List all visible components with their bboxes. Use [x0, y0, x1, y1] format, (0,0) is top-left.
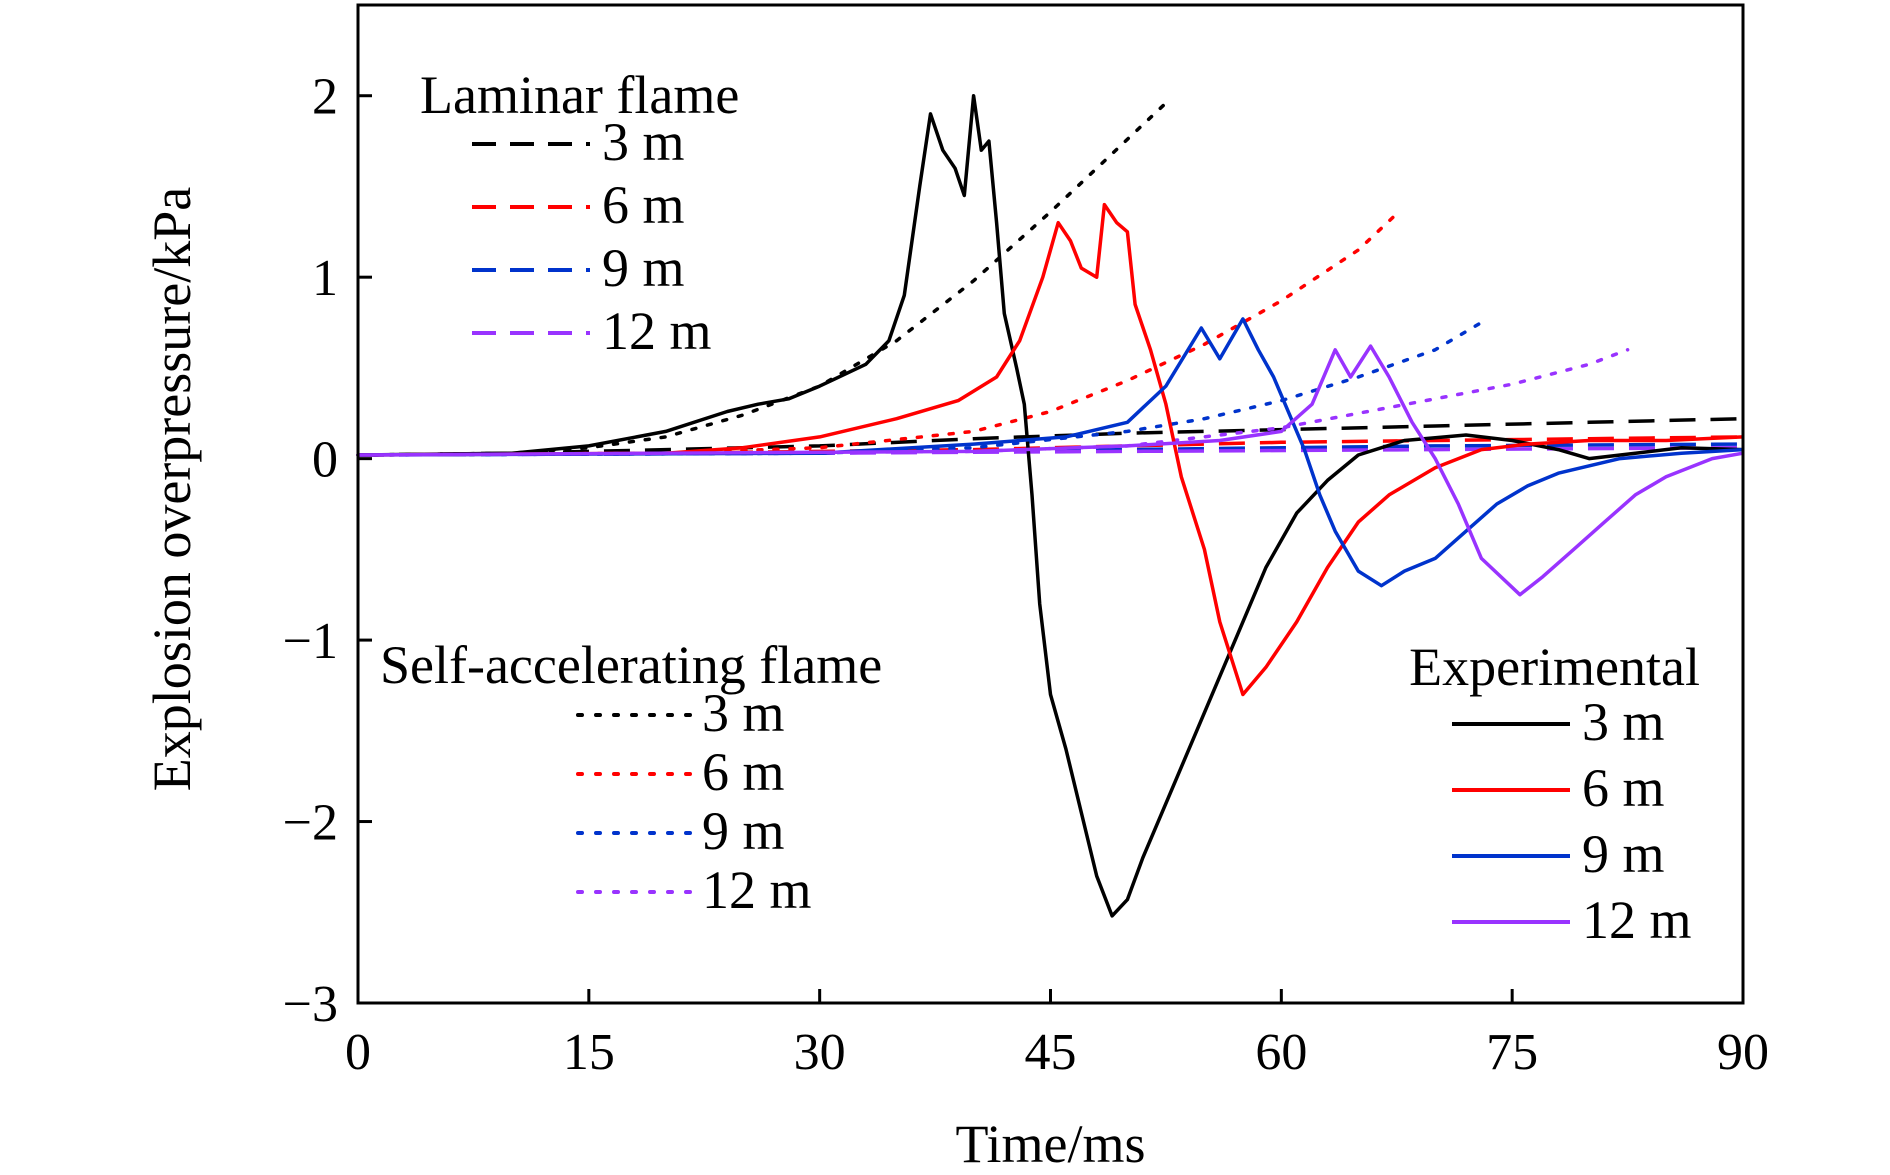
- legend-label: 6 m: [1582, 758, 1665, 818]
- legend-label: 12 m: [1582, 890, 1692, 950]
- y-tick-label: −2: [283, 795, 338, 852]
- x-tick-label: 30: [794, 1024, 846, 1081]
- legend-label: 9 m: [702, 801, 785, 861]
- y-tick-label: 2: [312, 69, 338, 126]
- x-tick-label: 75: [1486, 1024, 1538, 1081]
- y-tick-label: 1: [312, 250, 338, 307]
- legend-label: 12 m: [602, 301, 712, 361]
- plot-frame: [356, 3, 1745, 1005]
- legend-title: Experimental: [1409, 637, 1700, 697]
- x-axis-title: Time/ms: [955, 1114, 1145, 1174]
- legend-label: 3 m: [702, 683, 785, 743]
- series-line-experimental9m: [357, 317, 1744, 588]
- y-tick-label: 0: [312, 432, 338, 489]
- series-layer: [356, 93, 1744, 918]
- legend-label: 12 m: [702, 860, 812, 920]
- series-line-self-accelerating-flame9m: [356, 320, 1484, 457]
- series-line-experimental3m: [357, 93, 1744, 918]
- x-tick-label: 15: [563, 1024, 615, 1081]
- legend-label: 3 m: [1582, 692, 1665, 752]
- series-line-experimental12m: [357, 344, 1744, 597]
- legend-title: Laminar flame: [420, 65, 739, 125]
- axes-layer: 0 15 30 45 60 75 90 −3 −2 −1 0 1 2 Time/ms Explosion o…: [142, 3, 1769, 1174]
- series-line-laminar-flame3m: [357, 416, 1744, 457]
- legend-label: 3 m: [602, 112, 685, 172]
- x-tick-label: 90: [1717, 1024, 1769, 1081]
- legend-label: 6 m: [602, 175, 685, 235]
- x-tick-label: 45: [1025, 1024, 1077, 1081]
- series-line-self-accelerating-flame6m: [356, 211, 1399, 457]
- y-axis-title: Explosion overpressure/kPa: [142, 187, 202, 791]
- x-tick-label: 60: [1255, 1024, 1307, 1081]
- y-tick-label: −3: [283, 976, 338, 1033]
- series-line-laminar-flame6m: [357, 435, 1744, 457]
- series-line-experimental6m: [357, 202, 1744, 697]
- legend-title: Self-accelerating flame: [380, 635, 882, 695]
- legend-label: 9 m: [602, 238, 685, 298]
- x-tick-label: 0: [345, 1024, 371, 1081]
- y-tick-label: −1: [283, 613, 338, 670]
- legend-label: 6 m: [702, 742, 785, 802]
- legend-label: 9 m: [1582, 824, 1665, 884]
